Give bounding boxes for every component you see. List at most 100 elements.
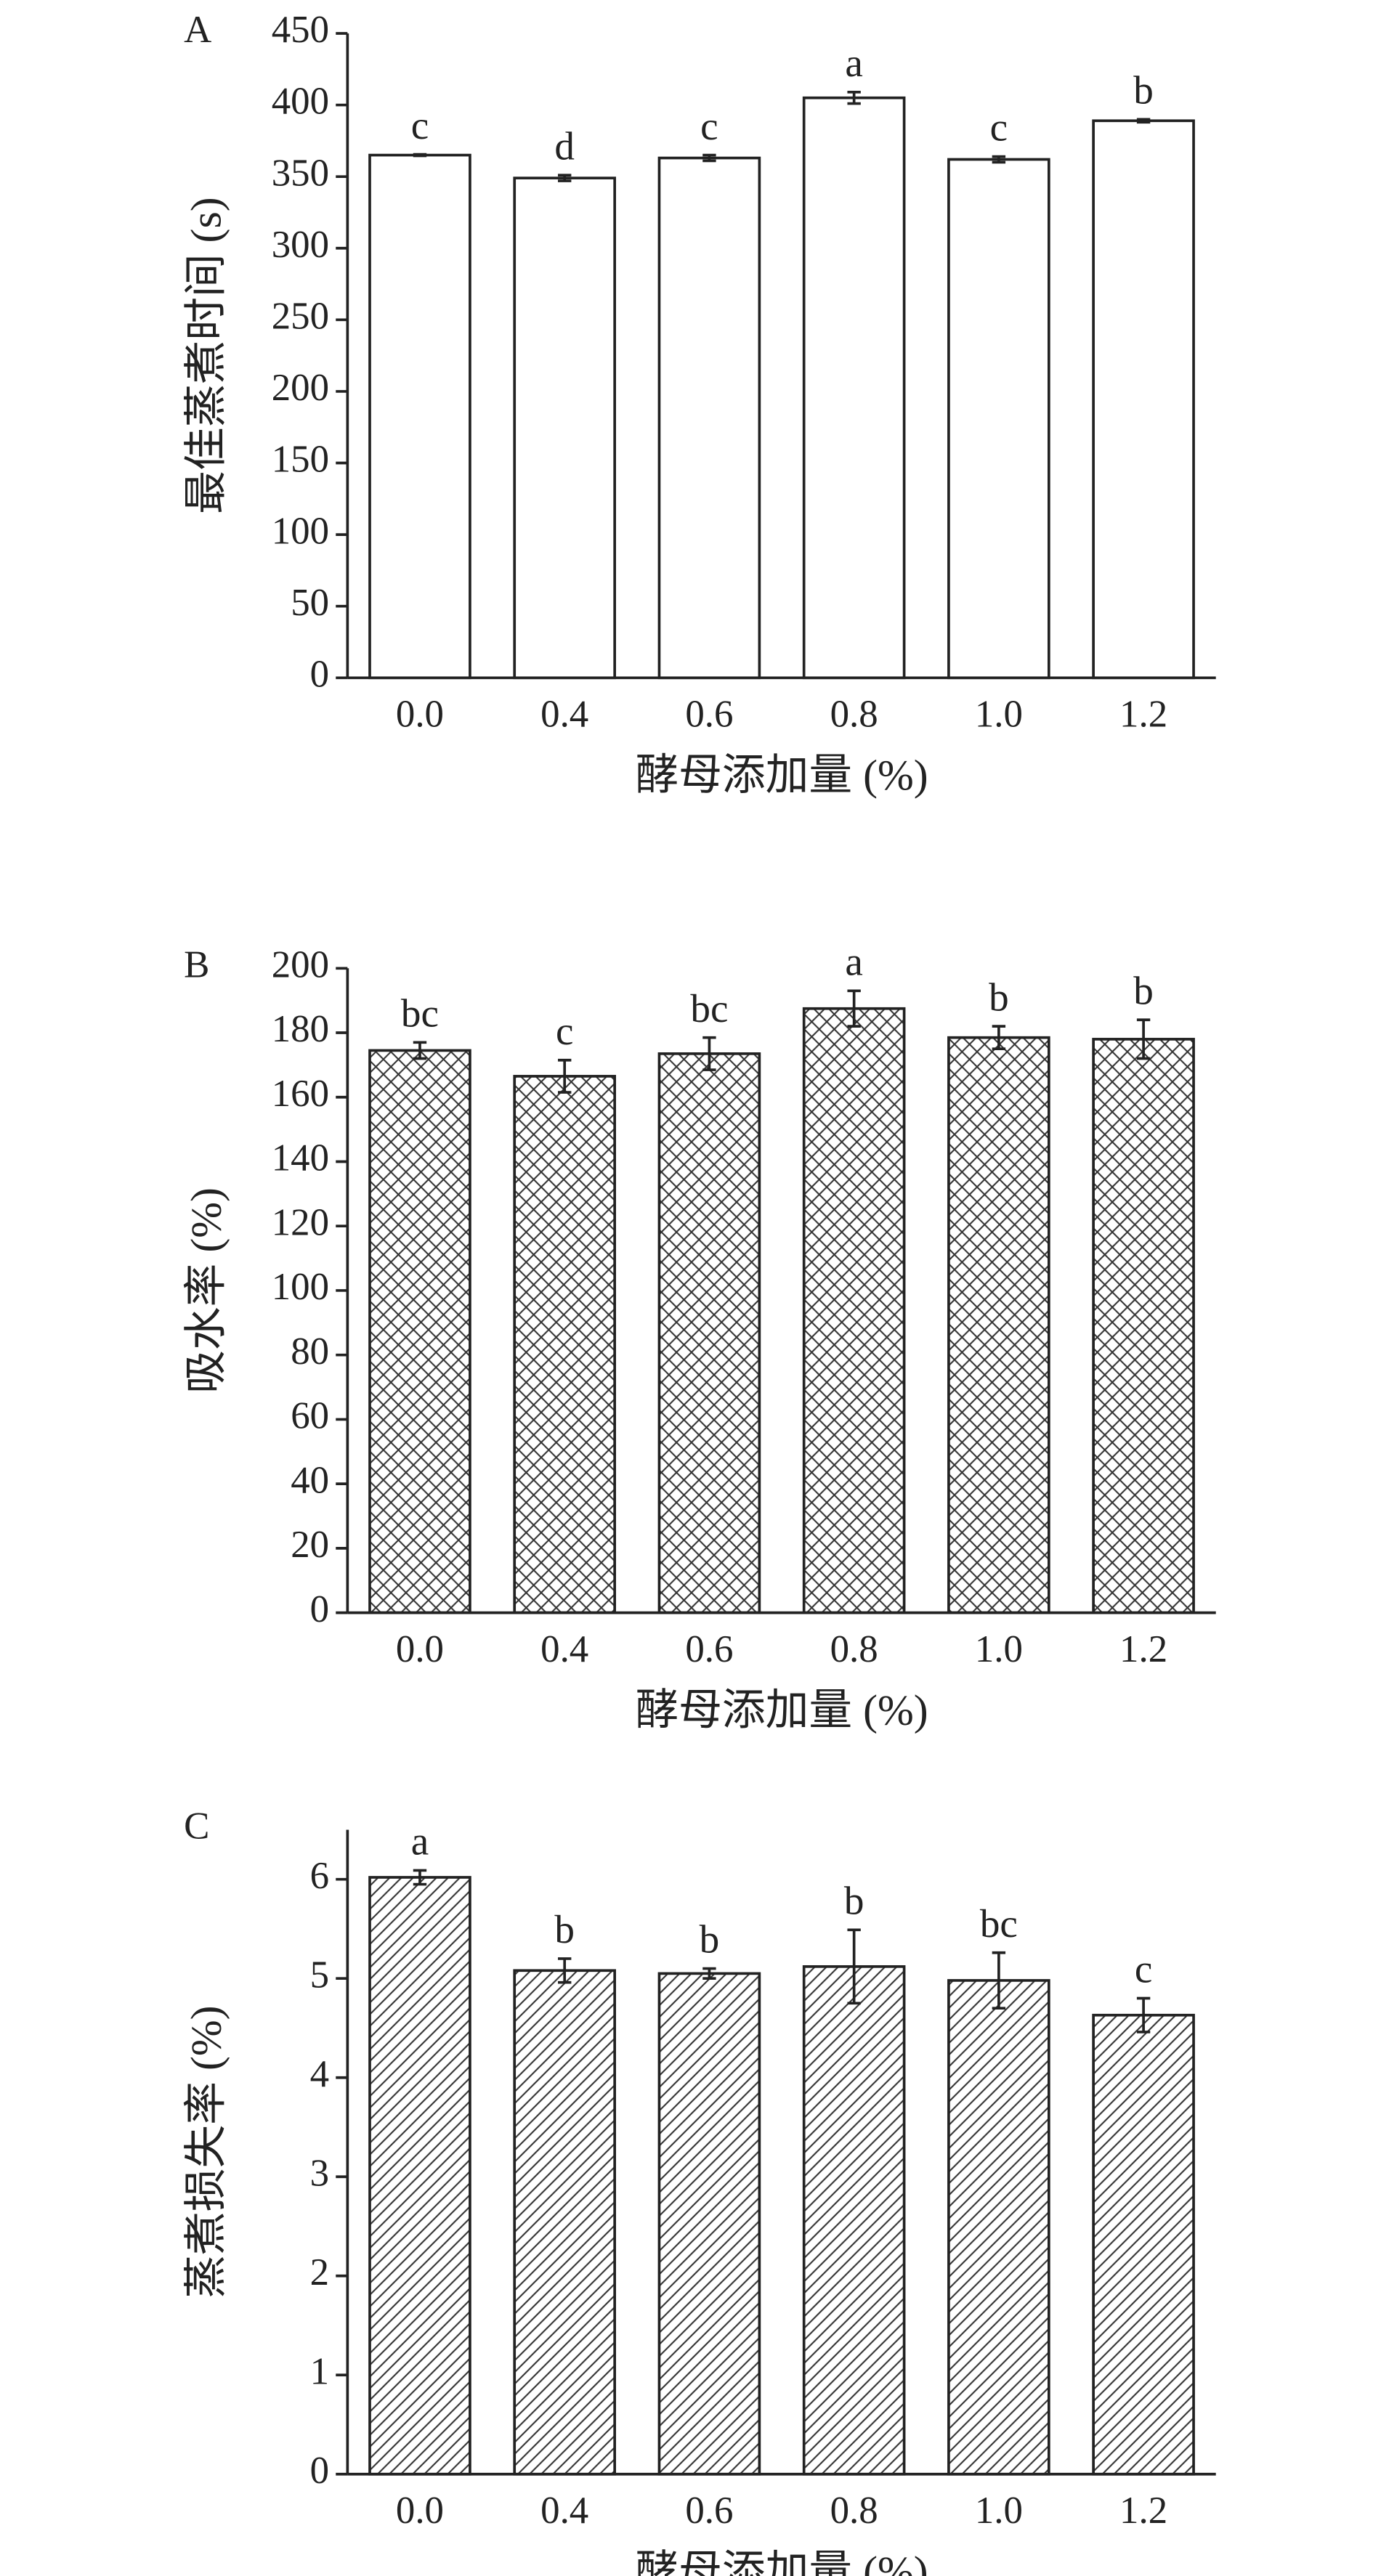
- significance-label: b: [554, 1907, 575, 1951]
- bar: [1092, 1038, 1195, 1614]
- y-tick-label: 200: [272, 943, 329, 986]
- y-tick-label: 180: [272, 1008, 329, 1050]
- y-axis-label: 吸水率 (%): [182, 1187, 230, 1394]
- y-tick-label: 200: [272, 367, 329, 409]
- bar: [513, 1969, 616, 2476]
- bar: [657, 1972, 761, 2476]
- x-tick-label: 0.0: [396, 1628, 444, 1670]
- y-tick-label: 100: [272, 510, 329, 552]
- significance-label: d: [554, 123, 575, 168]
- error-bar: [1136, 1996, 1151, 2033]
- y-tick-label: 160: [272, 1073, 329, 1115]
- significance-label: c: [556, 1009, 573, 1053]
- x-axis-label: 酵母添加量 (%): [635, 1686, 928, 1734]
- y-tick-label: 150: [272, 439, 329, 481]
- error-bar: [992, 155, 1006, 164]
- bar: [1092, 119, 1195, 680]
- x-tick-label: 0.8: [830, 694, 878, 736]
- x-tick-label: 0.4: [540, 1628, 588, 1670]
- significance-label: bc: [980, 1901, 1018, 1946]
- error-bar: [413, 153, 427, 158]
- x-tick-label: 0.8: [830, 2490, 878, 2532]
- y-axis-label: 蒸煮损失率 (%): [182, 2005, 230, 2298]
- significance-label: b: [700, 1917, 720, 1962]
- significance-label: a: [845, 41, 862, 85]
- y-tick-label: 2: [310, 2251, 329, 2293]
- y-tick-label: 350: [272, 152, 329, 194]
- x-tick-label: 1.2: [1119, 694, 1167, 736]
- error-bar: [847, 1928, 861, 2005]
- significance-label: c: [700, 104, 718, 148]
- error-bar: [702, 153, 716, 163]
- error-bar: [702, 1036, 716, 1071]
- y-tick-label: 120: [272, 1201, 329, 1243]
- error-bar: [1136, 1018, 1151, 1060]
- y-tick-label: 450: [272, 9, 329, 51]
- bar: [947, 1036, 1050, 1614]
- bar: [368, 1049, 471, 1614]
- bar: [513, 176, 616, 680]
- y-axis-label: 最佳蒸煮时间 (s): [182, 197, 230, 514]
- y-tick-label: 60: [291, 1395, 329, 1437]
- y-tick-label: 40: [291, 1459, 329, 1501]
- significance-label: c: [411, 103, 429, 147]
- x-tick-label: 0.0: [396, 694, 444, 736]
- y-tick-label: 400: [272, 81, 329, 123]
- y-tick-label: 6: [310, 1855, 329, 1897]
- y-tick-label: 140: [272, 1137, 329, 1179]
- error-bar: [702, 1967, 716, 1980]
- panel-label: C: [184, 1805, 209, 1848]
- y-tick-label: 4: [310, 2053, 329, 2095]
- error-bar: [413, 1869, 427, 1886]
- error-bar: [557, 1058, 572, 1094]
- bar: [802, 1964, 906, 2476]
- bar: [802, 96, 906, 680]
- x-tick-label: 0.4: [540, 694, 588, 736]
- x-tick-label: 1.2: [1119, 1628, 1167, 1670]
- x-tick-label: 0.4: [540, 2490, 588, 2532]
- y-tick-label: 100: [272, 1266, 329, 1308]
- bar: [513, 1075, 616, 1614]
- y-tick-label: 50: [291, 582, 329, 624]
- significance-label: b: [844, 1879, 864, 1923]
- x-tick-label: 0.8: [830, 1628, 878, 1670]
- x-tick-label: 0.6: [685, 694, 733, 736]
- bar: [657, 1052, 761, 1614]
- bar: [1092, 2013, 1195, 2476]
- x-tick-label: 0.6: [685, 2490, 733, 2532]
- error-bar: [847, 90, 861, 105]
- y-tick-label: 250: [272, 295, 329, 337]
- y-tick-label: 80: [291, 1330, 329, 1373]
- bar: [368, 153, 471, 680]
- significance-label: c: [1135, 1947, 1152, 1991]
- y-tick-label: 5: [310, 1954, 329, 1996]
- x-axis-label: 酵母添加量 (%): [635, 751, 928, 799]
- significance-label: b: [1133, 968, 1154, 1012]
- x-tick-label: 1.0: [975, 694, 1023, 736]
- x-axis-label: 酵母添加量 (%): [635, 2548, 928, 2576]
- bar: [657, 156, 761, 680]
- error-bar: [557, 174, 572, 182]
- bar: [802, 1007, 906, 1614]
- y-tick-label: 0: [310, 1588, 329, 1630]
- y-tick-label: 20: [291, 1524, 329, 1566]
- error-bar: [992, 1951, 1006, 2010]
- x-tick-label: 0.6: [685, 1628, 733, 1670]
- error-bar: [1136, 118, 1151, 124]
- x-tick-label: 1.2: [1119, 2490, 1167, 2532]
- error-bar: [992, 1025, 1006, 1051]
- y-tick-label: 0: [310, 653, 329, 695]
- significance-label: b: [1133, 68, 1154, 112]
- bar: [947, 1979, 1050, 2476]
- significance-label: bc: [401, 991, 439, 1036]
- bar: [368, 1876, 471, 2476]
- panel-label: A: [184, 9, 211, 51]
- significance-label: c: [990, 105, 1008, 150]
- x-tick-label: 0.0: [396, 2490, 444, 2532]
- error-bar: [413, 1041, 427, 1060]
- error-bar: [557, 1957, 572, 1984]
- x-tick-label: 1.0: [975, 2490, 1023, 2532]
- significance-label: b: [989, 975, 1009, 1019]
- significance-label: a: [411, 1819, 429, 1864]
